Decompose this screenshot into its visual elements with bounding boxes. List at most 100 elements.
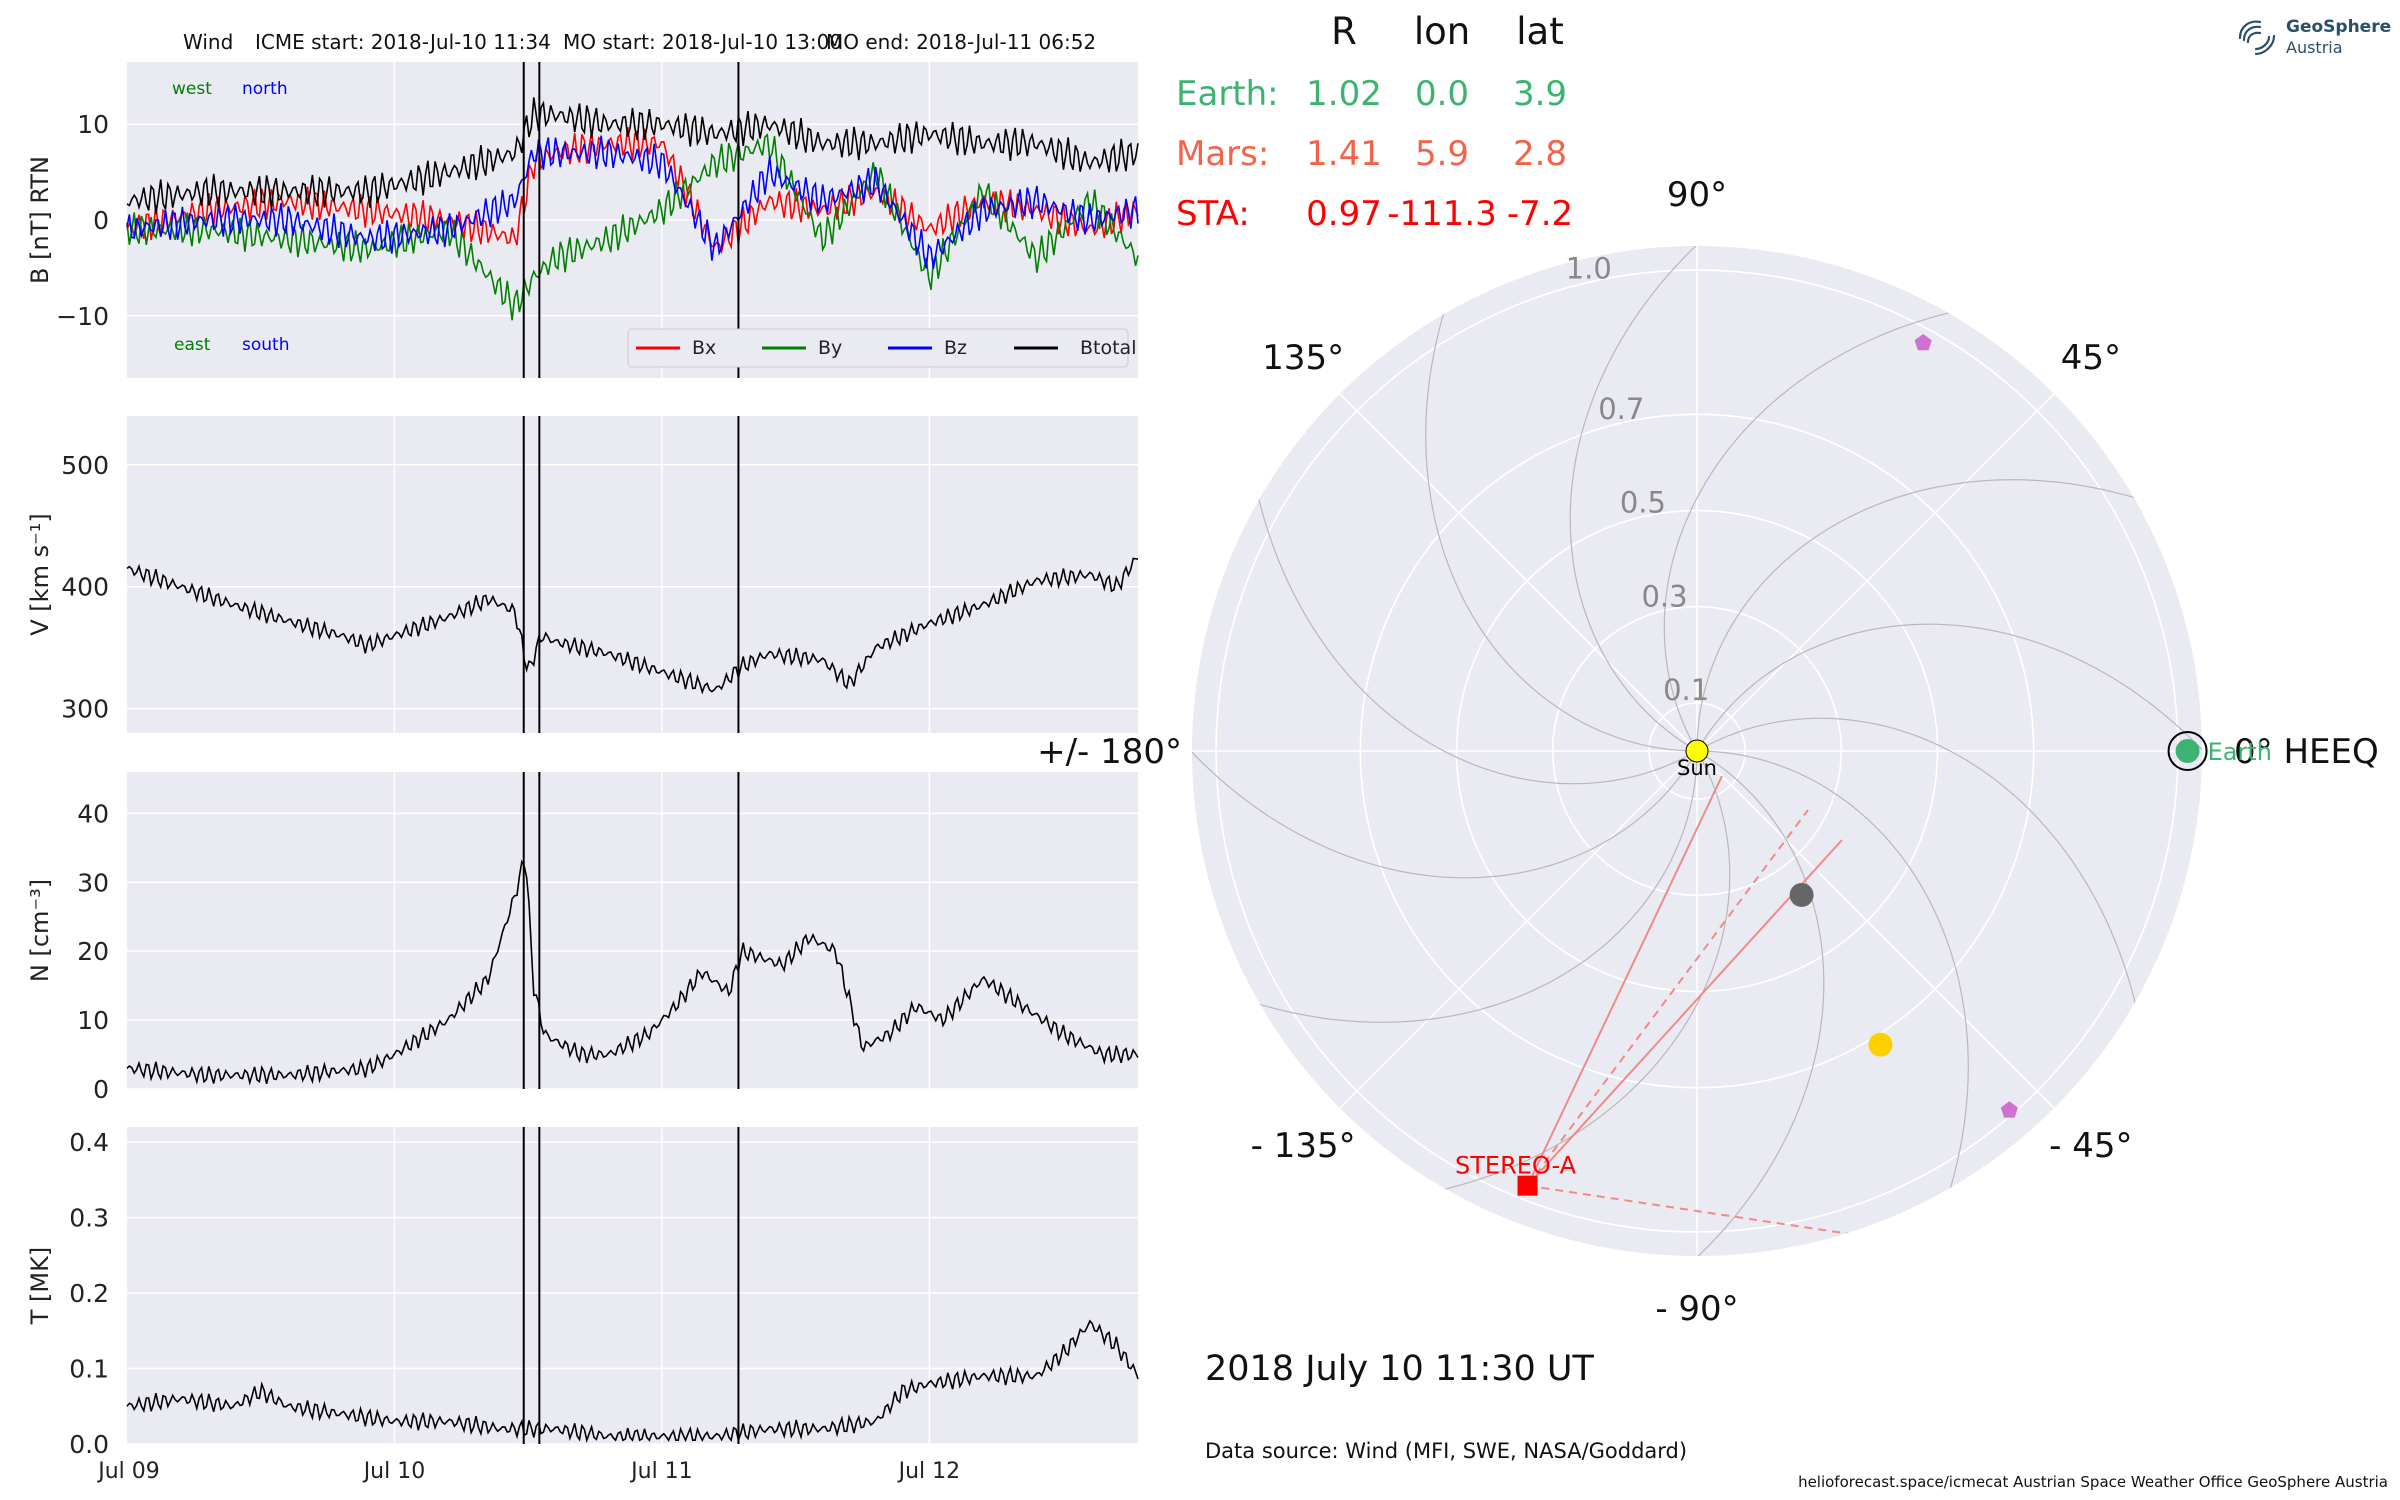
series-v (126, 557, 1139, 695)
table-cell-lon: 0.0 (1415, 74, 1469, 114)
panel-background (127, 1127, 1138, 1444)
spiral-line (1701, 623, 2202, 777)
body-probe-lower (2000, 1101, 2018, 1118)
legend-label-bz: Bz (944, 337, 967, 359)
body-marker (1517, 1175, 1538, 1196)
table-header-lon: lon (1414, 10, 1470, 53)
fov-line (1526, 775, 1723, 1187)
body-marker (2000, 1101, 2018, 1118)
body-sun: Sun (1677, 739, 1717, 780)
spiral-line (1251, 465, 1689, 785)
table-row-name: STA: (1176, 194, 1250, 234)
corner-label-east: east (174, 335, 211, 355)
figure-header: Wind ICME start: 2018-Jul-10 11:34 MO st… (183, 30, 1096, 54)
polar-plot: 0.1 0.3 0.5 0.7 1.0 0° HEEQ 45° 90° 135° +/- 180°… (1037, 175, 2379, 1329)
table-cell-lon: 5.9 (1415, 134, 1469, 174)
y-tick-label: 0.4 (69, 1128, 109, 1157)
body-stereo-a: STEREO-A (1455, 1152, 1577, 1196)
corner-label-north: north (242, 79, 288, 99)
panel-temperature: 0.4 0.3 0.2 0.1 0.0 T [MK] Jul 09 Jul 10 Jul 11 J… (26, 1127, 1139, 1484)
angle-label: 45° (2061, 338, 2121, 378)
radial-tick-label: 1.0 (1566, 251, 1612, 285)
spiral-line (1706, 750, 1969, 1222)
spiral-line (1226, 760, 1698, 1023)
panel-background (127, 416, 1138, 733)
panel-background (127, 772, 1138, 1089)
legend-label-btotal: Btotal (1080, 337, 1136, 359)
radial-tick-label: 0.7 (1598, 392, 1644, 426)
radial-tick-label: 0.1 (1663, 673, 1709, 707)
x-tick-label: Jul 12 (897, 1459, 961, 1484)
body-marker (1868, 1032, 1893, 1057)
table-cell-lat: 2.8 (1513, 134, 1567, 174)
y-tick-label: 40 (77, 799, 109, 828)
y-axis-label: N [cm⁻³] (26, 879, 54, 982)
body-planet-yellow (1868, 1032, 1893, 1057)
body-marker (2175, 739, 2200, 763)
y-tick-label: −10 (56, 302, 109, 331)
parker-spirals (1192, 246, 2202, 1256)
logo-text-line1: GeoSphere (2286, 17, 2392, 37)
y-tick-label: 300 (61, 695, 109, 724)
spiral-line (1411, 759, 1731, 1197)
y-tick-label: 10 (77, 1006, 109, 1035)
y-axis-label: T [MK] (26, 1247, 54, 1325)
table-cell-r: 1.02 (1306, 74, 1382, 114)
spiral-line (1671, 755, 1825, 1256)
angle-label: - 135° (1251, 1126, 1356, 1166)
angular-grid-line (1696, 750, 2055, 1109)
body-label: STEREO-A (1455, 1152, 1577, 1180)
series-t (126, 1319, 1139, 1444)
spiral-line (1696, 479, 2168, 742)
spacecraft-label: Wind (183, 30, 233, 54)
mo-end-label: MO end: 2018-Jul-11 06:52 (826, 30, 1096, 54)
data-source-label: Data source: Wind (MFI, SWE, NASA/Goddar… (1205, 1439, 1688, 1463)
series-bz (126, 135, 1139, 269)
table-header-lat: lat (1516, 10, 1563, 53)
angle-label: 135° (1262, 338, 1344, 378)
y-tick-label: 10 (77, 110, 109, 139)
x-tick-label: Jul 09 (96, 1459, 160, 1484)
legend: Bx By Bz Btotal (627, 328, 1136, 368)
body-marker (1685, 739, 1709, 763)
angle-label: 90° (1667, 175, 1727, 215)
y-tick-label: 0.2 (69, 1279, 109, 1308)
y-axis-label: V [km s⁻¹] (26, 513, 54, 635)
table-cell-r: 0.97 (1306, 194, 1382, 234)
radial-tick-label: 0.3 (1641, 579, 1687, 613)
y-tick-label: 0.3 (69, 1204, 109, 1233)
angular-grid-line (1339, 393, 1698, 752)
body-ring (2167, 731, 2208, 771)
timeseries-panels: 10 0 −10B [nT] RTN west north east south Bx By Bz… (26, 62, 1139, 1484)
angular-grid-line (1696, 393, 2055, 752)
date-label: 2018 July 10 11:30 UT (1205, 1349, 1594, 1389)
panel-speed: 500 400 300 V [km s⁻¹] (26, 416, 1139, 733)
corner-label-south: south (242, 335, 289, 355)
corner-label-west: west (172, 79, 212, 99)
series-n (126, 859, 1139, 1086)
table-row-name: Mars: (1176, 134, 1269, 174)
panel-density: 40 30 20 10 0 N [cm⁻³] (26, 772, 1139, 1104)
spiral-line (1663, 305, 1983, 743)
icme-start-label: ICME start: 2018-Jul-10 11:34 (255, 30, 551, 54)
y-tick-label: 30 (77, 868, 109, 897)
legend-box (627, 328, 1129, 368)
series-bx (126, 126, 1139, 255)
spiral-line (1705, 717, 2143, 1037)
spiral-line (1425, 280, 1688, 752)
y-tick-label: 0.1 (69, 1355, 109, 1384)
fov-lines (1526, 775, 1891, 1241)
y-tick-label: 400 (61, 573, 109, 602)
angular-grid-line (1339, 750, 1698, 1109)
geosphere-logo: GeoSphere Austria (2234, 14, 2394, 64)
logo-text-line2: Austria (2286, 38, 2343, 57)
table-cell-lon: -111.3 (1387, 194, 1497, 234)
panel-magnetic-field: 10 0 −10B [nT] RTN west north east south Bx By Bz… (26, 62, 1139, 378)
body-probe-upper (1914, 334, 1932, 351)
y-tick-label: 0 (93, 206, 109, 235)
table-cell-lat: -7.2 (1507, 194, 1573, 234)
spiral-line (1569, 246, 1723, 747)
series-by (126, 133, 1139, 321)
